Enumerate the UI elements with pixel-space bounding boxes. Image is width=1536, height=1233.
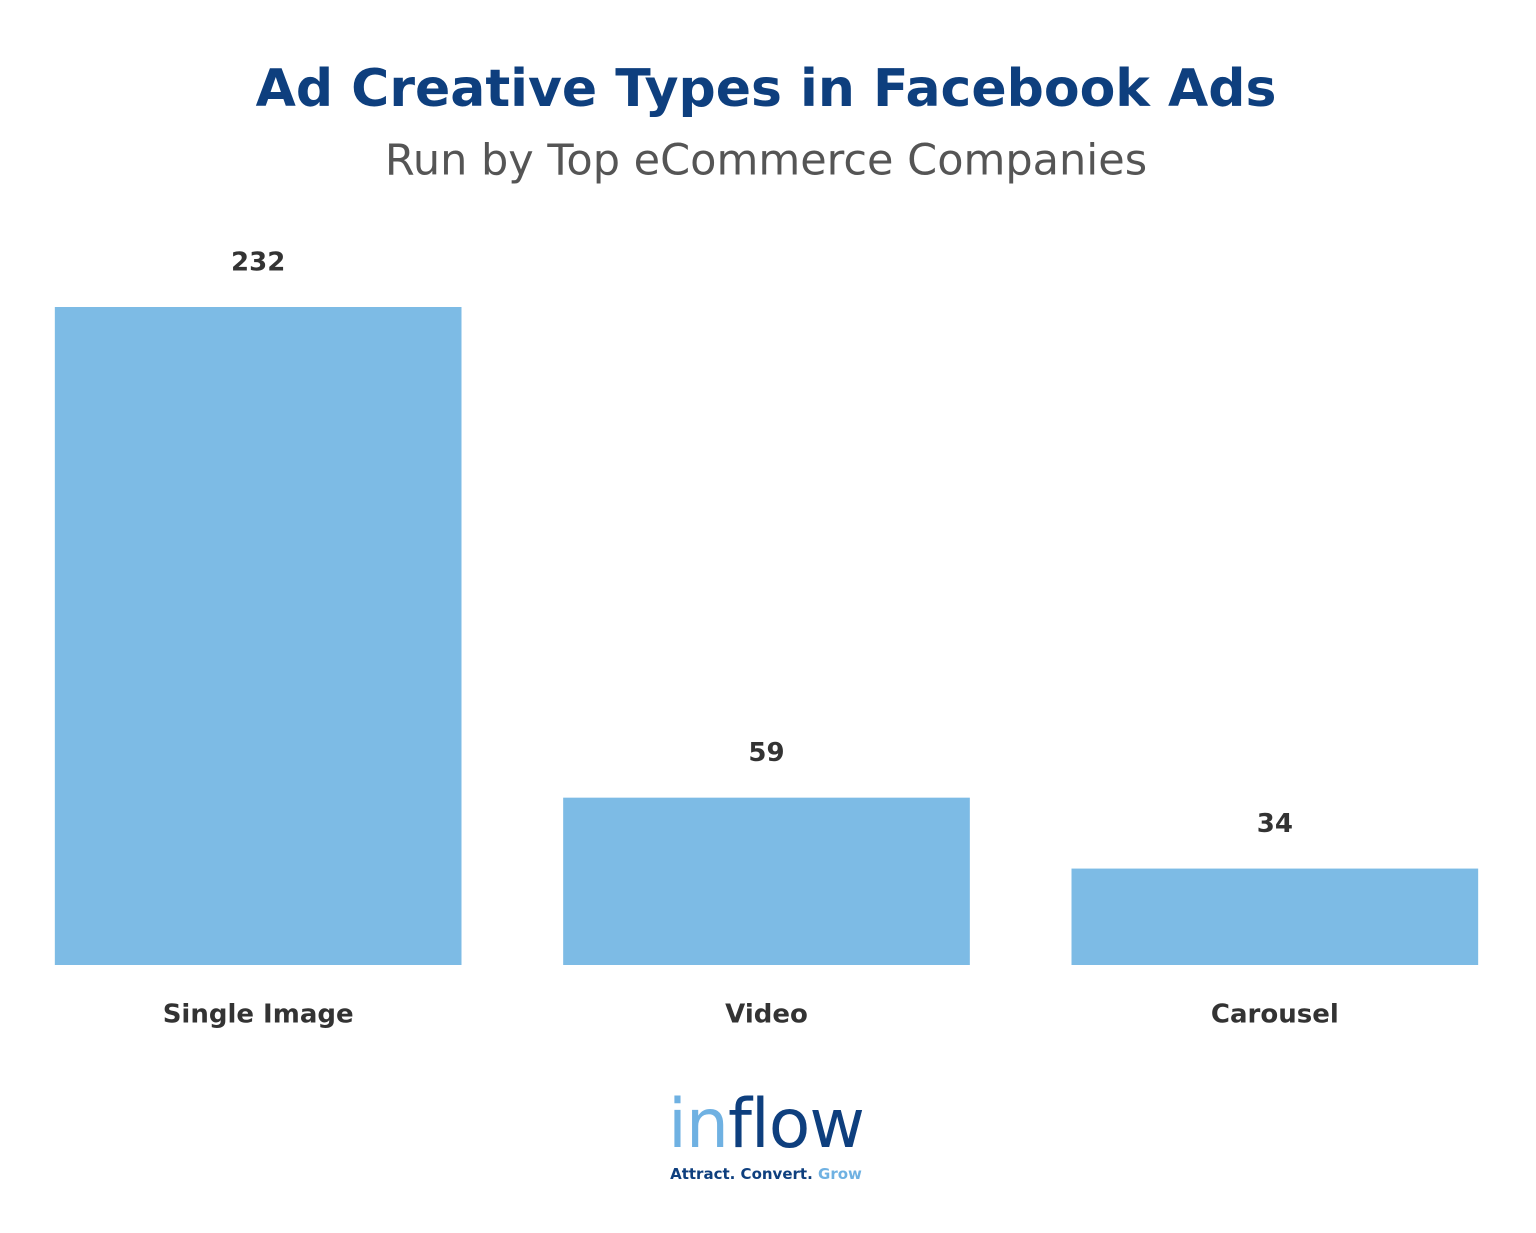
chart-title: Ad Creative Types in Facebook Ads bbox=[256, 59, 1277, 119]
bar bbox=[54, 307, 462, 965]
logo: inflow Attract. Convert. Grow bbox=[668, 1085, 865, 1183]
chart-subtitle: Run by Top eCommerce Companies bbox=[385, 136, 1147, 186]
logo-tagline: Attract. Convert. Grow bbox=[670, 1165, 862, 1183]
logo-part: flow bbox=[728, 1085, 864, 1164]
bar bbox=[1071, 868, 1479, 965]
bar bbox=[563, 797, 970, 965]
logo-wordmark: inflow bbox=[668, 1085, 864, 1164]
value-label: 232 bbox=[231, 248, 285, 278]
value-label: 34 bbox=[1257, 809, 1293, 839]
logo-part: in bbox=[668, 1085, 728, 1164]
value-label: 59 bbox=[748, 738, 784, 768]
tagline-part: Attract. Convert. bbox=[670, 1165, 813, 1183]
x-tick-label: Video bbox=[725, 1000, 808, 1030]
x-tick-label: Carousel bbox=[1211, 1000, 1339, 1030]
tagline-part: Grow bbox=[818, 1165, 862, 1183]
x-tick-label: Single Image bbox=[163, 1000, 354, 1030]
